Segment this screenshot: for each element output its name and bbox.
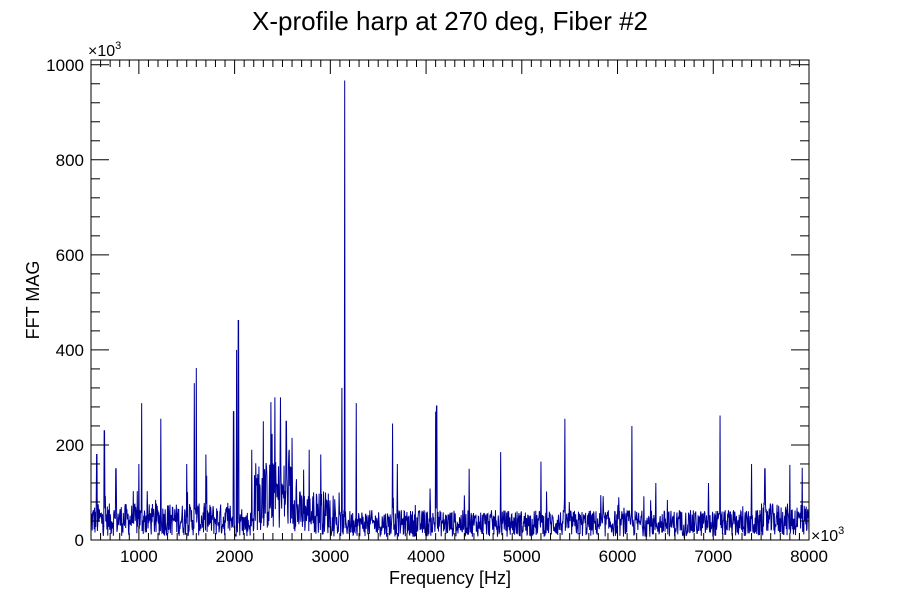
x-axis-ticks	[90, 60, 810, 540]
x-tick-label: 2000	[216, 547, 254, 566]
plot-area	[90, 59, 810, 541]
x-tick-label: 3000	[311, 547, 349, 566]
plot-frame	[90, 59, 810, 541]
y-axis-label: FFT MAG	[23, 261, 43, 340]
x-axis-tick-labels: 1000 2000 3000 4000 5000 6000 7000 8000	[120, 547, 828, 566]
x-tick-label: 6000	[599, 547, 637, 566]
chart-title: X-profile harp at 270 deg, Fiber #2	[252, 6, 648, 36]
y-axis-multiplier: ×103	[88, 40, 121, 60]
y-axis-tick-labels: 0 200 400 600 800 1000	[46, 56, 84, 550]
x-tick-label: 7000	[694, 547, 732, 566]
x-axis-multiplier: ×103	[811, 525, 844, 545]
x-tick-label: 4000	[407, 547, 445, 566]
x-tick-label: 8000	[790, 547, 828, 566]
series-layer	[90, 80, 810, 539]
y-tick-label: 1000	[46, 56, 84, 75]
y-tick-label: 400	[56, 341, 84, 360]
y-tick-label: 600	[56, 246, 84, 265]
y-tick-label: 200	[56, 436, 84, 455]
y-tick-label: 0	[75, 531, 84, 550]
x-tick-label: 1000	[120, 547, 158, 566]
x-tick-label: 5000	[503, 547, 541, 566]
fft-spectrum-line	[90, 80, 810, 539]
y-tick-label: 800	[56, 151, 84, 170]
y-axis-ticks	[91, 64, 809, 541]
x-axis-label: Frequency [Hz]	[389, 568, 511, 588]
